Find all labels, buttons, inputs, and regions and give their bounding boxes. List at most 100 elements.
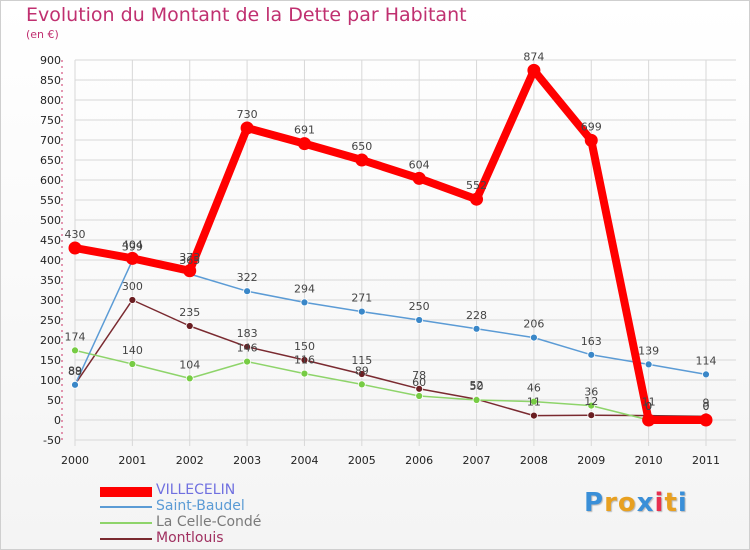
y-tick-label: 100	[40, 374, 61, 387]
data-point	[243, 342, 251, 351]
data-point	[699, 413, 713, 427]
data-point	[297, 137, 311, 151]
data-label: 552	[466, 179, 487, 192]
x-tick-label: 2005	[348, 454, 376, 467]
legend-swatch	[100, 538, 152, 540]
data-label: 36	[584, 386, 598, 399]
data-label: 9	[703, 396, 710, 409]
logo-letter: i	[677, 488, 688, 518]
logo-letter: t	[664, 488, 678, 518]
logo-letter: i	[654, 488, 665, 518]
data-label: 0	[703, 400, 710, 413]
data-label: 11	[642, 396, 656, 409]
data-label: 174	[65, 330, 86, 343]
data-label: 46	[527, 382, 541, 395]
data-label: 730	[237, 108, 258, 121]
data-label: 399	[122, 240, 143, 253]
data-point	[240, 121, 254, 135]
data-label: 0	[703, 400, 710, 413]
y-tick-label: 700	[40, 134, 61, 147]
y-tick-label: 550	[40, 194, 61, 207]
y-tick-label: 350	[40, 274, 61, 287]
series-line	[71, 66, 710, 424]
legend-label: La Celle-Condé	[156, 514, 262, 530]
legend-label: Saint-Baudel	[156, 498, 245, 514]
x-tick-label: 2004	[290, 454, 318, 467]
data-label: 300	[122, 280, 143, 293]
data-point	[183, 264, 197, 278]
data-point	[357, 380, 366, 389]
data-label: 228	[466, 309, 487, 322]
y-tick-label: 250	[40, 314, 61, 327]
y-tick-label: 0	[54, 414, 61, 427]
logo-letter: x	[636, 488, 655, 518]
data-point	[71, 346, 79, 355]
y-tick-label: 200	[40, 334, 61, 347]
data-label: 146	[237, 342, 258, 355]
legend-swatch	[100, 487, 152, 497]
y-tick-label: 400	[40, 254, 61, 267]
legend-swatch	[100, 506, 152, 508]
y-tick-label: 500	[40, 214, 61, 227]
data-label: 604	[409, 158, 430, 171]
data-label: 235	[179, 306, 200, 319]
data-point	[642, 413, 656, 427]
legend-label: VILLECELIN	[156, 482, 236, 498]
series-line	[74, 299, 707, 418]
x-tick-label: 2011	[692, 454, 720, 467]
data-point	[530, 397, 538, 406]
data-label: 874	[523, 50, 544, 63]
data-label: 430	[65, 228, 86, 241]
series-line	[74, 259, 707, 386]
data-label: 183	[237, 327, 258, 340]
data-label: 140	[122, 344, 143, 357]
legend-label: Montlouis	[156, 530, 224, 546]
data-point	[300, 298, 309, 307]
y-tick-label: 300	[40, 294, 61, 307]
data-label: 50	[470, 380, 484, 393]
data-point	[125, 251, 139, 265]
data-point	[472, 396, 481, 404]
data-point	[357, 370, 366, 378]
data-label: 60	[412, 376, 426, 389]
x-tick-label: 2010	[635, 454, 663, 467]
data-point	[185, 322, 194, 330]
data-label: 11	[527, 396, 541, 409]
data-point	[644, 360, 653, 369]
data-label: 139	[638, 344, 659, 357]
x-tick-label: 2002	[176, 454, 204, 467]
data-label: 699	[581, 120, 602, 133]
data-label: 78	[412, 369, 426, 382]
logo-letter: r	[604, 488, 618, 518]
y-tick-label: 800	[40, 94, 61, 107]
y-tick-label: 650	[40, 154, 61, 167]
data-label: 322	[237, 271, 258, 284]
data-point	[71, 380, 79, 389]
data-point	[185, 374, 194, 383]
data-point	[587, 411, 596, 420]
legend-swatch	[100, 522, 152, 524]
y-tick-label: 450	[40, 234, 61, 247]
y-tick-label: 900	[40, 54, 61, 67]
data-label: 365	[179, 254, 200, 267]
data-point	[243, 357, 251, 366]
y-tick-label: 50	[47, 394, 61, 407]
data-label: 691	[294, 124, 315, 137]
data-label: 115	[351, 354, 372, 367]
data-label: 163	[581, 335, 602, 348]
data-point	[357, 307, 366, 316]
data-point	[527, 63, 541, 77]
x-tick-label: 2003	[233, 454, 261, 467]
proxiti-logo: Proxiti	[584, 488, 688, 518]
data-label: 650	[351, 140, 372, 153]
data-label: 89	[68, 364, 82, 377]
data-point	[584, 133, 598, 147]
data-label: 250	[409, 300, 430, 313]
chart-title: Evolution du Montant de la Dette par Hab…	[26, 4, 467, 26]
data-point	[243, 287, 251, 296]
data-point	[587, 350, 596, 359]
data-point	[530, 333, 538, 342]
data-point	[412, 171, 426, 185]
logo-letter: P	[584, 488, 605, 518]
